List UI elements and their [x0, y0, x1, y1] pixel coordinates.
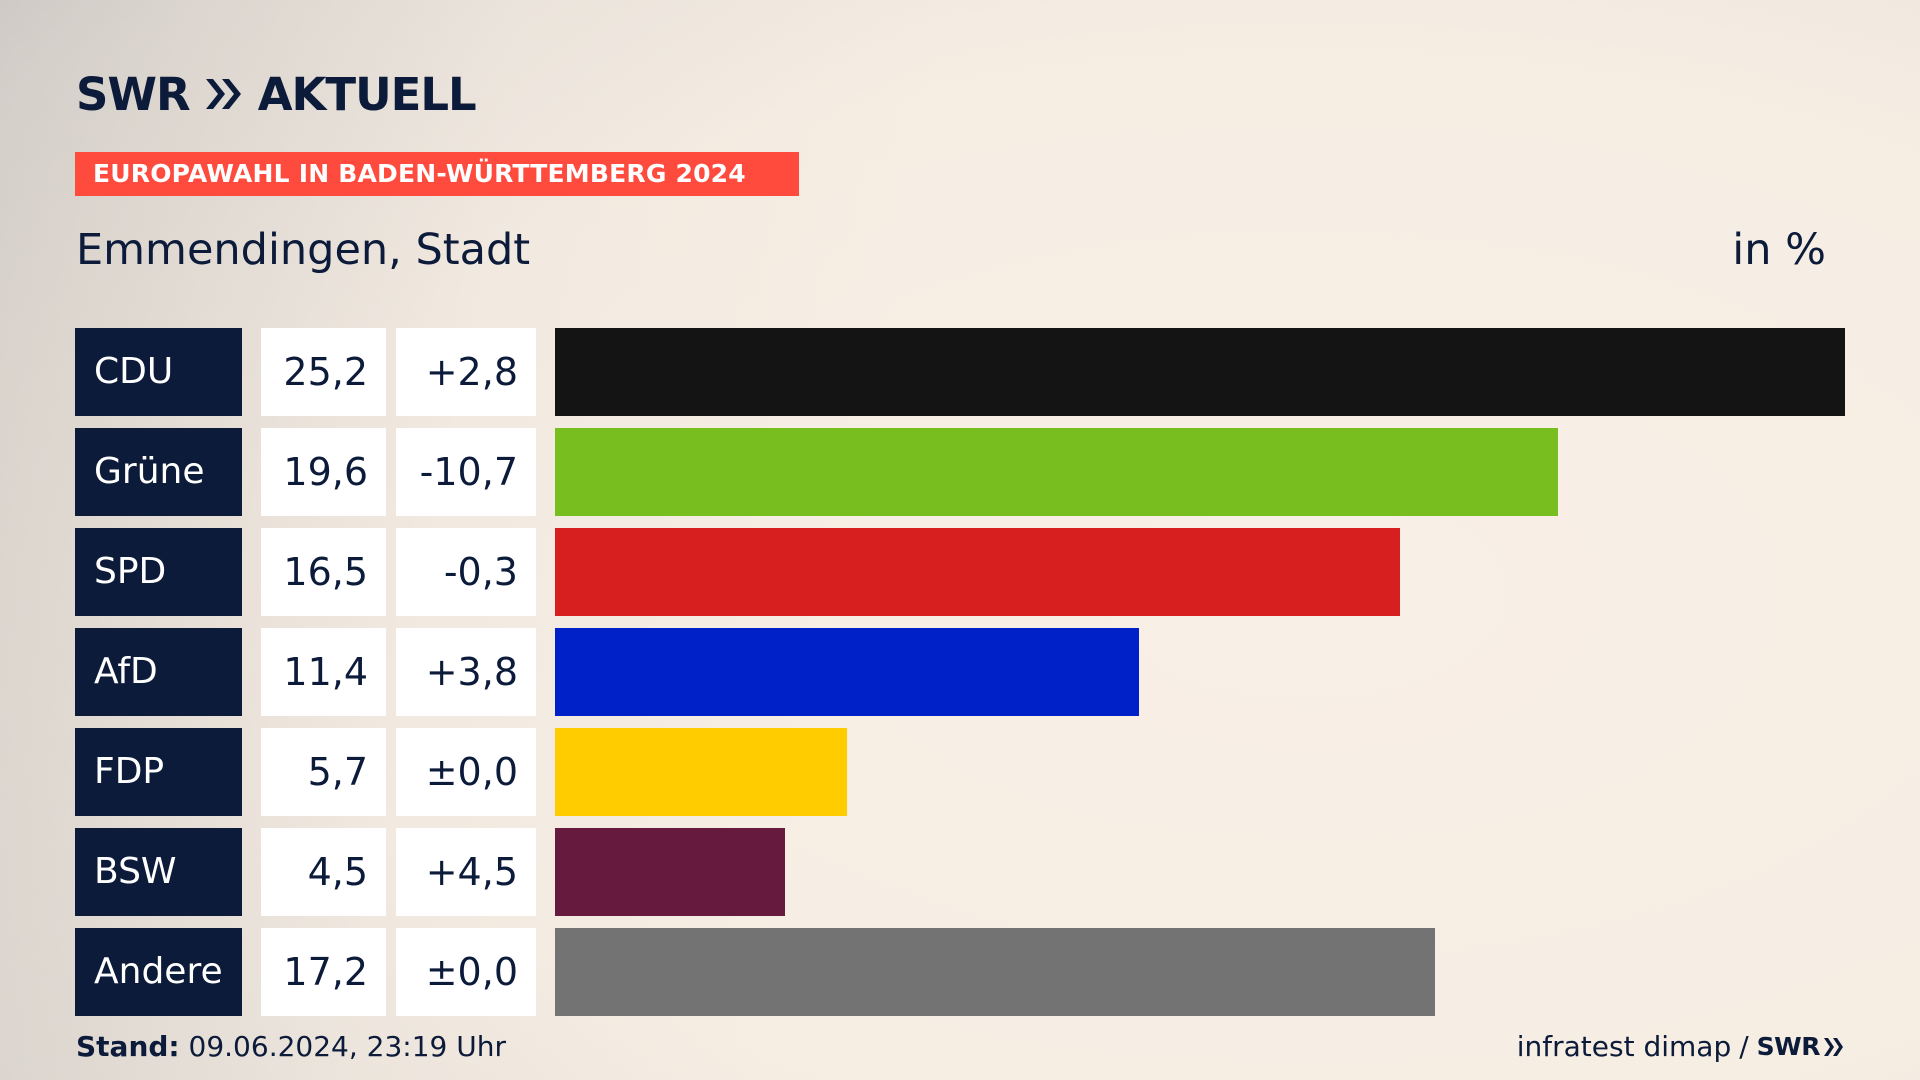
vote-share-label: 25,2	[261, 328, 386, 416]
bar	[555, 628, 1139, 716]
result-row: Andere 17,2 ±0,0	[75, 928, 1845, 1016]
bar	[555, 528, 1400, 616]
unit-label: in %	[1732, 225, 1826, 275]
swr-small-logo: SWR	[1757, 1030, 1845, 1064]
party-label: BSW	[75, 828, 242, 916]
change-label: ±0,0	[396, 928, 536, 1016]
logo-aktuell-text: AKTUELL	[257, 67, 477, 121]
result-row: AfD 11,4 +3,8	[75, 628, 1845, 716]
bar	[555, 828, 785, 916]
party-label: Grüne	[75, 428, 242, 516]
swr-small-text: SWR	[1756, 1032, 1821, 1061]
source-credit: infratest dimap / SWR	[1517, 1030, 1845, 1064]
vote-share-label: 17,2	[261, 928, 386, 1016]
result-row: SPD 16,5 -0,3	[75, 528, 1845, 616]
source-name: infratest dimap	[1516, 1030, 1732, 1063]
change-label: +2,8	[396, 328, 536, 416]
stand-value: 09.06.2024, 23:19 Uhr	[188, 1030, 506, 1063]
result-row: CDU 25,2 +2,8	[75, 328, 1845, 416]
double-chevron-small-icon	[1824, 1038, 1843, 1056]
party-label: Andere	[75, 928, 242, 1016]
bar	[555, 328, 1845, 416]
party-label: AfD	[75, 628, 242, 716]
vote-share-label: 4,5	[261, 828, 386, 916]
result-row: BSW 4,5 +4,5	[75, 828, 1845, 916]
party-label: FDP	[75, 728, 242, 816]
party-label: CDU	[75, 328, 242, 416]
change-label: ±0,0	[396, 728, 536, 816]
timestamp: Stand: 09.06.2024, 23:19 Uhr	[76, 1030, 506, 1064]
vote-share-label: 16,5	[261, 528, 386, 616]
result-row: Grüne 19,6 -10,7	[75, 428, 1845, 516]
bar	[555, 428, 1558, 516]
region-title: Emmendingen, Stadt	[76, 225, 531, 275]
change-label: +3,8	[396, 628, 536, 716]
party-label: SPD	[75, 528, 242, 616]
stand-label: Stand:	[76, 1030, 180, 1063]
change-label: +4,5	[396, 828, 536, 916]
double-chevron-icon	[205, 79, 241, 109]
source-separator: /	[1739, 1030, 1749, 1063]
vote-share-label: 5,7	[261, 728, 386, 816]
logo-swr-text: SWR	[76, 67, 191, 121]
result-row: FDP 5,7 ±0,0	[75, 728, 1845, 816]
bar	[555, 928, 1435, 1016]
change-label: -10,7	[396, 428, 536, 516]
election-subtitle: EUROPAWAHL IN BADEN-WÜRTTEMBERG 2024	[75, 152, 799, 196]
swr-aktuell-logo: SWR AKTUELL	[76, 67, 477, 121]
vote-share-label: 19,6	[261, 428, 386, 516]
bar	[555, 728, 847, 816]
vote-share-label: 11,4	[261, 628, 386, 716]
change-label: -0,3	[396, 528, 536, 616]
